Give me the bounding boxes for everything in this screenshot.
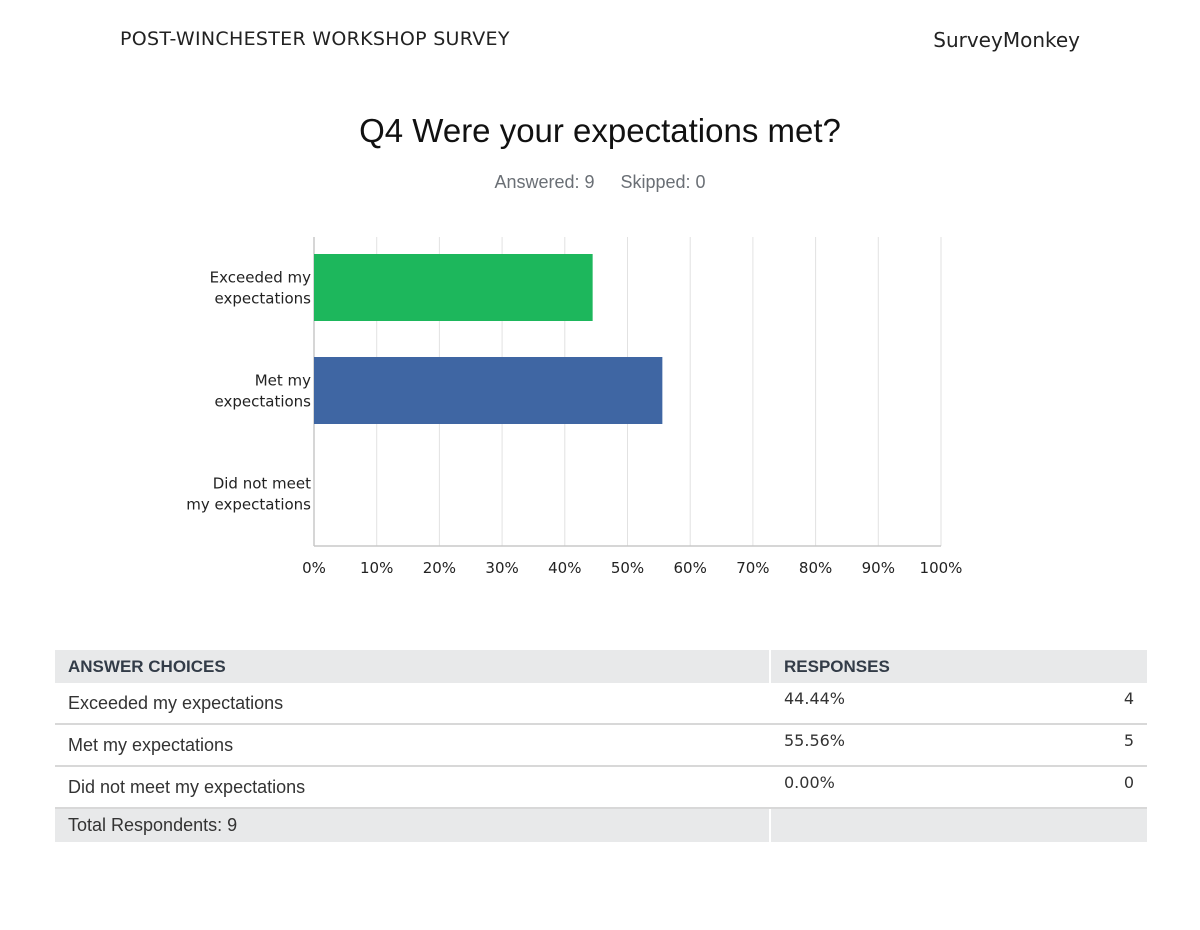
category-label: Did not meet — [213, 475, 311, 493]
category-label: Met my — [255, 372, 311, 390]
answer-choice: Exceeded my expectations — [55, 683, 771, 725]
total-row: Total Respondents: 9 — [55, 808, 1147, 842]
header-answer-choices: ANSWER CHOICES — [55, 650, 771, 683]
response-count: 0 — [1123, 773, 1134, 792]
table-row: Did not meet my expectations 0.00% 0 — [55, 766, 1147, 809]
answer-choice: Met my expectations — [55, 724, 771, 767]
response-cell: 0.00% 0 — [770, 766, 1147, 809]
header-responses: RESPONSES — [770, 650, 1147, 683]
x-tick-label: 50% — [611, 559, 644, 577]
x-tick-label: 10% — [360, 559, 393, 577]
x-tick-label: 20% — [423, 559, 456, 577]
table-header-row: ANSWER CHOICES RESPONSES — [55, 650, 1147, 683]
skipped-count: Skipped: 0 — [620, 172, 706, 192]
results-table: ANSWER CHOICES RESPONSES Exceeded my exp… — [55, 650, 1147, 842]
bar — [314, 357, 663, 424]
x-tick-label: 100% — [920, 559, 963, 577]
bar — [314, 254, 593, 321]
x-tick-label: 40% — [548, 559, 581, 577]
response-stats: Answered: 9 Skipped: 0 — [0, 172, 1200, 193]
response-percent: 44.44% — [784, 689, 846, 708]
category-label: expectations — [215, 393, 312, 411]
brand-name: SurveyMonkey — [933, 28, 1080, 52]
x-tick-label: 0% — [302, 559, 326, 577]
answer-choice: Did not meet my expectations — [55, 766, 771, 809]
bar-chart: 0% 10% 20% 30% 40% 50% 60% 70% 80% 90% 100% Exceede… — [186, 237, 963, 577]
x-tick-label: 70% — [736, 559, 769, 577]
response-count: 5 — [1123, 731, 1134, 750]
x-tick-label: 90% — [862, 559, 895, 577]
x-tick-label: 80% — [799, 559, 832, 577]
total-respondents: Total Respondents: 9 — [55, 808, 771, 842]
category-label: expectations — [215, 290, 312, 308]
table-row: Exceeded my expectations 44.44% 4 — [55, 683, 1147, 725]
response-cell: 55.56% 5 — [770, 724, 1147, 767]
response-count: 4 — [1123, 689, 1134, 708]
bar-chart-svg: 0% 10% 20% 30% 40% 50% 60% 70% 80% 90% 100% Exceede… — [186, 237, 963, 577]
survey-title: POST-WINCHESTER WORKSHOP SURVEY — [120, 28, 510, 50]
x-tick-label: 60% — [674, 559, 707, 577]
response-percent: 55.56% — [784, 731, 846, 750]
total-empty-cell — [770, 808, 1147, 842]
category-label: Exceeded my — [210, 269, 311, 287]
response-cell: 44.44% 4 — [770, 683, 1147, 725]
question-title: Q4 Were your expectations met? — [359, 112, 841, 149]
answered-count: Answered: 9 — [494, 172, 595, 192]
category-label: my expectations — [186, 496, 311, 514]
response-percent: 0.00% — [784, 773, 835, 792]
x-tick-label: 30% — [485, 559, 518, 577]
table-row: Met my expectations 55.56% 5 — [55, 724, 1147, 767]
